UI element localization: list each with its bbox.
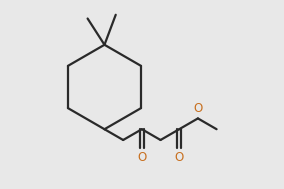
Text: O: O <box>175 151 184 164</box>
Text: O: O <box>137 151 147 164</box>
Text: O: O <box>193 102 202 115</box>
